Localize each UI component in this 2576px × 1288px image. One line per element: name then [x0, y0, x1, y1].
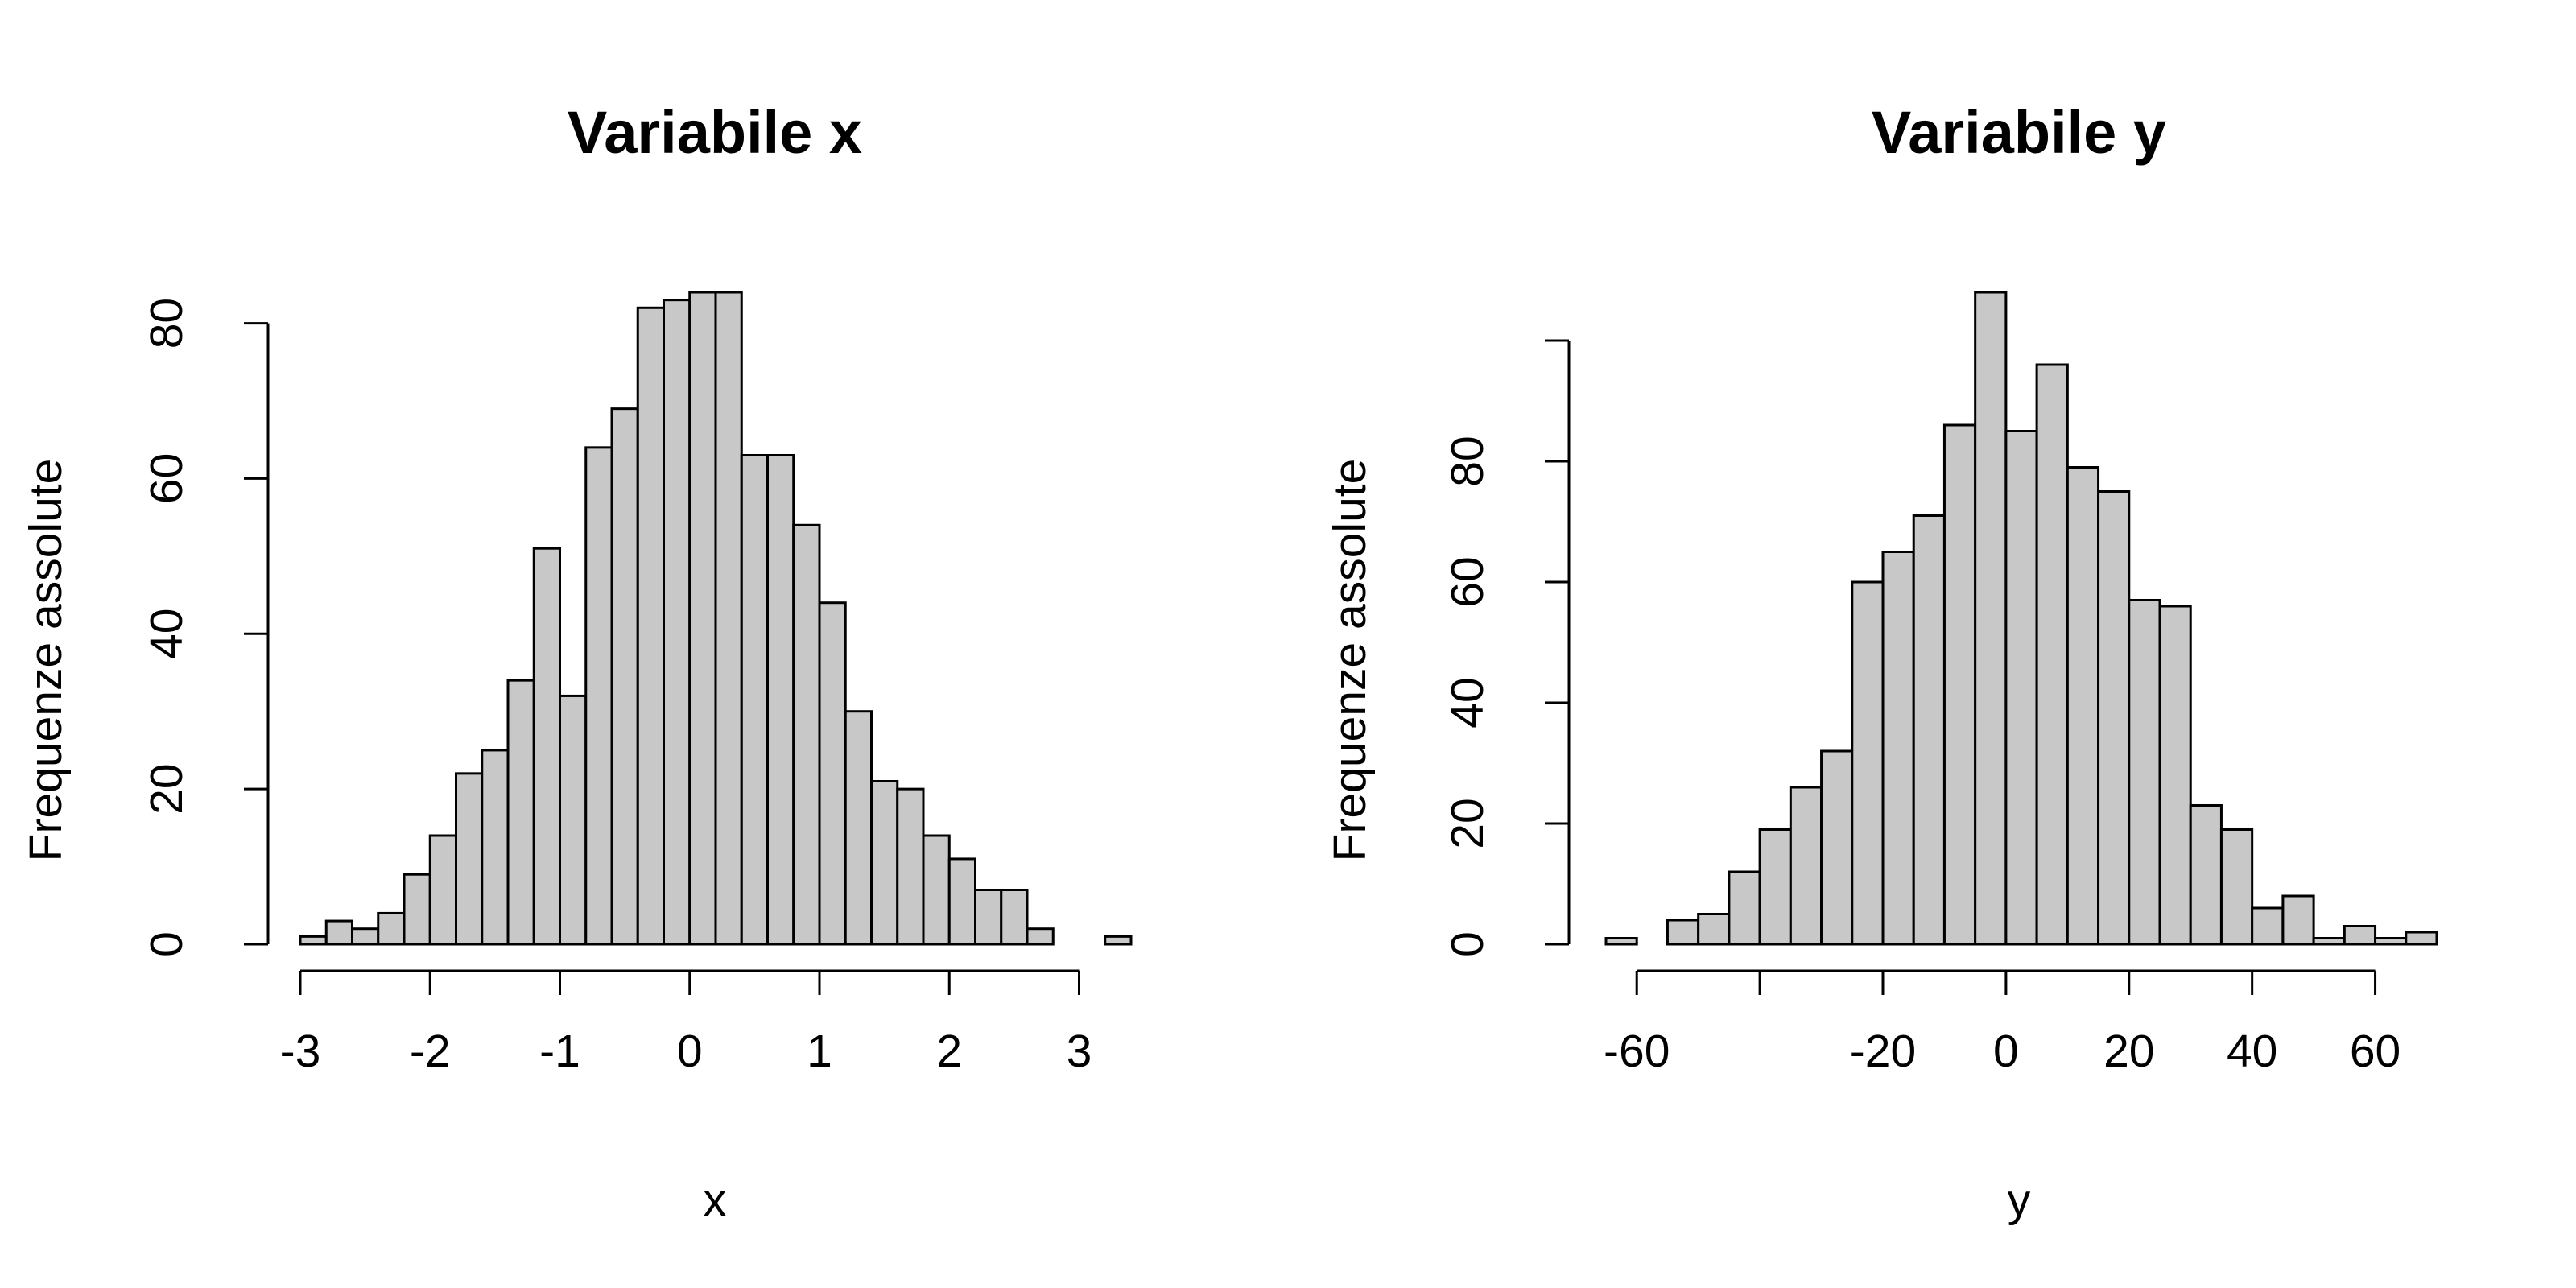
histogram-bar — [766, 454, 795, 946]
histogram-bar — [688, 291, 717, 946]
histogram-bar — [818, 601, 847, 946]
x-tick-label: 0 — [1993, 1026, 2019, 1077]
y-tick-label: 0 — [1442, 931, 1493, 957]
histogram-bar — [402, 873, 431, 946]
y-axis-label: Frequenze assolute — [20, 459, 72, 862]
y-tick-label: 20 — [141, 763, 192, 814]
histogram-bar — [2405, 931, 2438, 946]
x-axis-label: y — [2008, 1174, 2031, 1226]
histogram-panel-y: Variabile y y Frequenze assolute -60 -20 0… — [1324, 99, 2438, 1226]
x-tick-label: 20 — [2103, 1026, 2154, 1077]
histogram-bar — [532, 547, 561, 946]
histogram-bar — [2066, 466, 2100, 946]
histogram-bar — [1820, 749, 1854, 946]
histogram-bar — [377, 911, 406, 946]
histogram-bar — [2219, 828, 2254, 946]
x-axis-label: x — [704, 1174, 727, 1226]
histogram-bar — [2312, 937, 2346, 946]
histogram-bar — [663, 299, 691, 946]
histogram-bar — [844, 710, 873, 946]
histogram-bar — [922, 834, 951, 946]
histogram-bar — [559, 694, 588, 946]
histogram-bar — [1666, 919, 1700, 946]
histogram-bar — [740, 454, 769, 946]
x-tick-label: -2 — [410, 1026, 451, 1077]
histogram-bar — [1728, 870, 1761, 946]
y-tick-label: 60 — [141, 453, 192, 504]
histogram-bar — [896, 787, 925, 946]
histogram-bar — [481, 749, 510, 946]
y-tick-label: 40 — [1442, 677, 1493, 728]
x-tick-label: 1 — [807, 1026, 832, 1077]
histogram-bar — [1000, 889, 1029, 946]
chart-title: Variabile y — [1872, 99, 2166, 166]
y-axis: 0 20 40 60 80 — [141, 298, 270, 957]
histogram-bar — [1974, 291, 2008, 946]
histogram-bar — [2189, 804, 2223, 946]
histogram-bar — [1789, 786, 1823, 946]
histogram-bar — [1697, 913, 1731, 946]
histogram-bar — [870, 780, 899, 946]
histogram-bar — [506, 679, 535, 946]
histogram-bar — [2158, 605, 2192, 946]
histogram-bar — [2035, 363, 2069, 946]
y-tick-label: 20 — [1442, 798, 1493, 848]
histogram-bar — [610, 407, 639, 946]
histogram-bar — [299, 935, 328, 946]
y-tick-label: 60 — [1442, 556, 1493, 607]
y-axis: 0 20 40 60 80 — [1442, 339, 1571, 957]
histogram-bar — [792, 523, 821, 946]
x-tick-label: 60 — [2350, 1026, 2401, 1077]
histogram-bar — [714, 291, 743, 946]
histogram-bar — [455, 772, 484, 946]
histogram-bar — [1026, 927, 1055, 946]
histogram-bar — [1604, 937, 1638, 946]
bars — [1604, 291, 2438, 946]
x-tick-label: -1 — [539, 1026, 580, 1077]
histogram-bar — [2343, 925, 2377, 946]
y-tick-label: 0 — [141, 931, 192, 957]
x-tick-label: 2 — [936, 1026, 962, 1077]
x-tick-label: -20 — [1850, 1026, 1916, 1077]
histogram-bar — [324, 919, 353, 946]
y-tick-label: 80 — [141, 298, 192, 349]
x-tick-label: 3 — [1067, 1026, 1092, 1077]
x-tick-label: -60 — [1604, 1026, 1670, 1077]
histogram-bar — [428, 834, 457, 946]
x-axis: -60 -20 0 20 40 60 — [1604, 969, 2401, 1077]
x-tick-label: -3 — [280, 1026, 321, 1077]
y-tick-label: 40 — [141, 609, 192, 659]
histogram-bar — [2251, 906, 2285, 946]
histogram-bar — [974, 889, 1003, 946]
histogram-bar — [2281, 894, 2315, 946]
y-axis-label: Frequenze assolute — [1324, 459, 1376, 862]
chart-title: Variabile x — [568, 99, 862, 166]
histogram-bar — [1942, 423, 1977, 946]
histogram-bar — [636, 306, 665, 946]
histogram-bar — [1912, 514, 1946, 946]
histogram-bar — [2004, 430, 2038, 946]
bars — [299, 291, 1133, 946]
x-axis: -3 -2 -1 0 1 2 3 — [280, 969, 1092, 1077]
x-tick-label: 40 — [2227, 1026, 2277, 1077]
histogram-bar — [2128, 599, 2161, 946]
histogram-bar — [351, 927, 380, 946]
histogram-bar — [584, 446, 613, 946]
histogram-bar — [1758, 828, 1792, 946]
histogram-bar — [1104, 935, 1133, 946]
histogram-bar — [2097, 490, 2131, 946]
histogram-panel-x: Variabile x x Frequenze assolute -3 -2 -1 0… — [20, 99, 1133, 1226]
x-tick-label: 0 — [677, 1026, 703, 1077]
histogram-bar — [2374, 937, 2408, 946]
histogram-bar — [1881, 551, 1915, 946]
histogram-bar — [947, 857, 976, 946]
y-tick-label: 80 — [1442, 436, 1493, 486]
histogram-bar — [1851, 580, 1885, 946]
